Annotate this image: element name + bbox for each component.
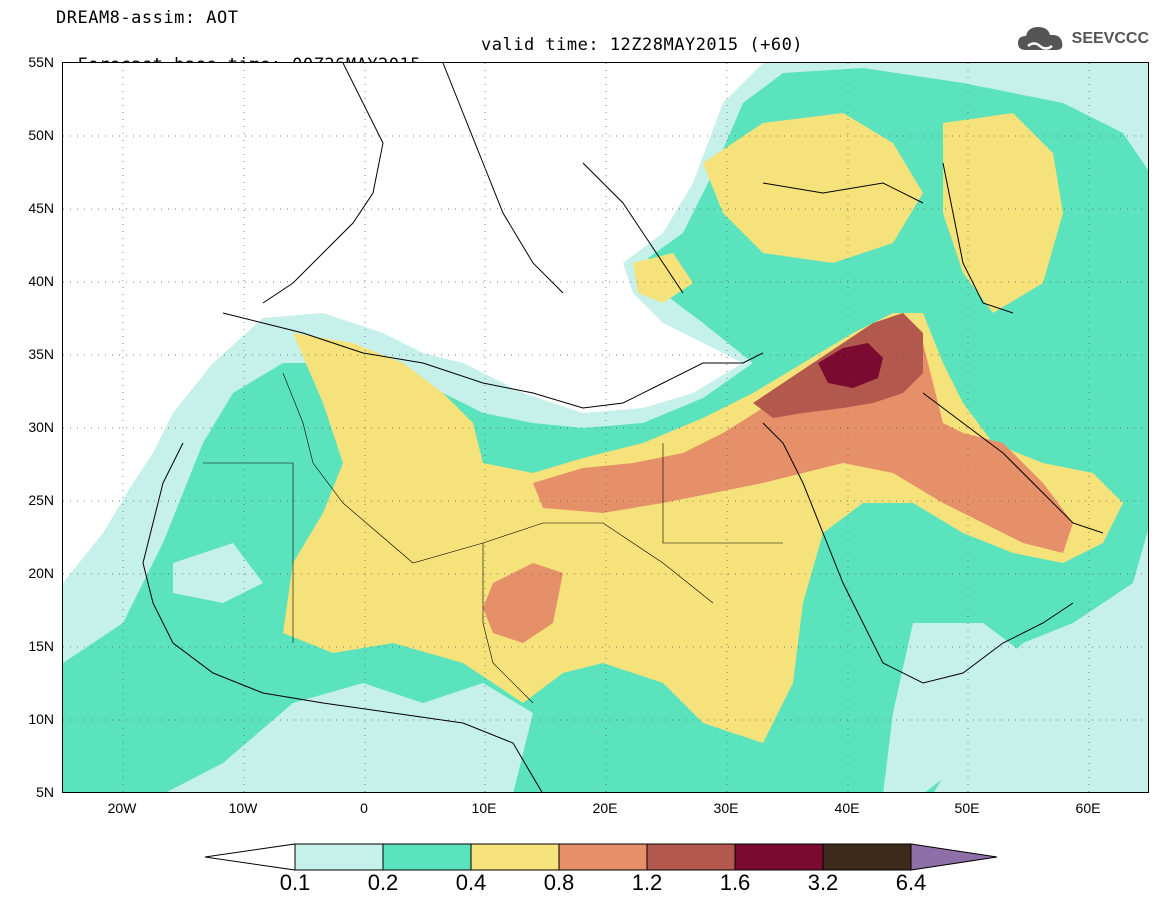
lon-label: 10W [228,800,258,816]
colorbar-label: 3.2 [807,870,839,895]
lat-label: 55N [28,54,54,70]
colorbar-label: 0.8 [543,870,575,895]
aot-contour-0.4-caspian [943,113,1063,313]
lon-label: 20E [592,800,618,816]
lat-label: 10N [28,711,54,727]
lat-label: 35N [28,346,54,362]
lat-label: 45N [28,200,54,216]
valid-time: valid time: 12Z28MAY2015 (+60) [481,35,804,55]
colorbar-segment [470,843,560,871]
map-title: DREAM8-assim: AOT [56,8,239,28]
lon-label: 20W [107,800,137,816]
colorbar-segment [294,843,384,871]
colorbar-label: 1.2 [631,870,663,895]
colorbar-segment [646,843,736,871]
aot-contour-1.6 [818,343,883,388]
aot-contour-0.4-aegean [633,253,693,303]
aot-contour-0.1-south [293,683,533,792]
lon-label: 60E [1075,800,1101,816]
colorbar-label: 0.1 [279,870,311,895]
aot-contour-0.1-atlantic [173,543,263,603]
colorbar-segment [910,843,998,871]
lat-label: 20N [28,565,54,581]
aot-contour-0.4-black-sea [703,113,923,263]
seevccc-logo: SEEVCCC [1016,24,1149,54]
aot-contour-0.8 [533,333,1073,553]
lat-label: 15N [28,638,54,654]
colorbar-segment [382,843,472,871]
colorbar-segment [822,843,912,871]
lon-label: 40E [834,800,860,816]
map-panel [62,62,1149,793]
aot-contour-0.1-horn [883,623,1023,792]
lat-label: 5N [36,784,54,800]
logo-text: SEEVCCC [1071,30,1149,47]
colorbar-label: 1.6 [719,870,751,895]
colorbar-segment [205,843,296,871]
colorbar-segment [734,843,824,871]
borders [203,372,783,704]
lat-label: 25N [28,492,54,508]
colorbar [205,843,998,871]
colorbar-label: 0.2 [367,870,399,895]
lon-label: 50E [954,800,980,816]
lon-label: 30E [713,800,739,816]
colorbar-label: 0.4 [455,870,487,895]
cloud-icon [1017,27,1063,50]
colorbar-label: 6.4 [895,870,927,895]
graticule [63,63,1148,792]
lat-label: 40N [28,273,54,289]
colorbar-segment [558,843,648,871]
lat-label: 50N [28,127,54,143]
lon-label: 0 [360,800,368,816]
lat-label: 30N [28,419,54,435]
aot-map [63,63,1148,792]
lon-label: 10E [471,800,497,816]
aot-contour-0.8-sahel [483,563,563,643]
coastlines [142,63,1104,792]
